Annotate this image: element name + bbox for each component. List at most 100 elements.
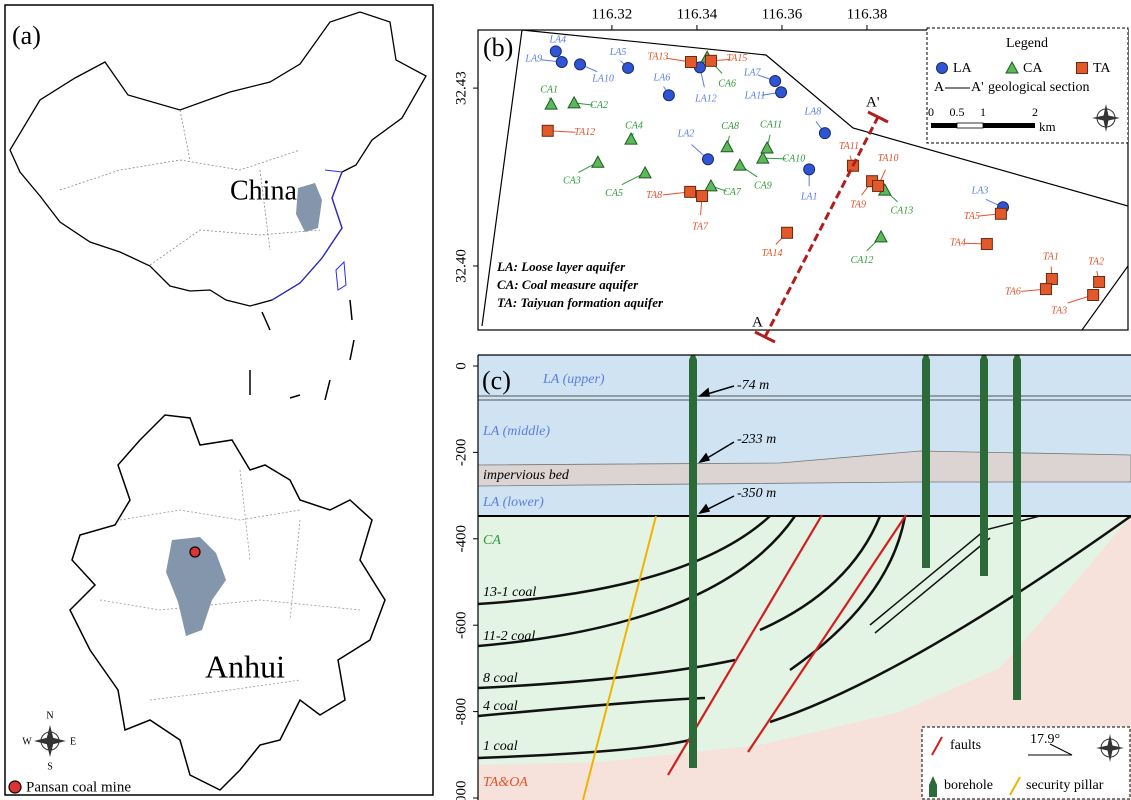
point-label: TA8 (646, 190, 662, 201)
depth-label: -350 m (737, 486, 776, 501)
legend-mine-label: Pansan coal mine (26, 779, 131, 795)
marker (981, 239, 992, 250)
point-label: CA3 (563, 176, 581, 187)
panel-label: (c) (482, 366, 511, 395)
legend-label: CA (1023, 61, 1043, 76)
marker (776, 87, 787, 98)
x-tick-label: 116.32 (592, 6, 633, 22)
y-tick-label: -600 (453, 611, 469, 639)
legend-items: LA CA TA (937, 61, 1112, 76)
point-label: CA1 (540, 84, 558, 95)
marker (705, 55, 716, 66)
marker (1088, 290, 1099, 301)
point-label: CA2 (590, 100, 608, 111)
scale-bar-seg (983, 123, 1035, 128)
point-label: LA8 (804, 106, 822, 117)
note: TA: Taiyuan formation aquifer (497, 295, 664, 310)
marker (1040, 284, 1051, 295)
legend-mine-marker (9, 781, 21, 793)
point-label: TA12 (574, 127, 595, 138)
point-label: CA13 (890, 205, 913, 216)
country-label: China (230, 175, 297, 206)
marker (623, 62, 634, 73)
province-label: Anhui (205, 648, 285, 684)
scale-label: 1 (980, 105, 986, 119)
layer-label: CA (483, 533, 501, 548)
scale-label: 0.5 (950, 105, 965, 119)
legend-label: TA (1093, 61, 1111, 76)
point-label: TA4 (950, 237, 966, 248)
point-label: LA9 (524, 53, 542, 64)
point-label: TA11 (839, 141, 859, 152)
point-label: LA3 (971, 186, 989, 197)
borehole (980, 350, 988, 576)
coal-label: 1 coal (483, 739, 518, 754)
legend-section-text: geological section (988, 80, 1089, 95)
legend-marker (1077, 63, 1088, 74)
marker (575, 59, 586, 70)
x-tick-label: 116.38 (847, 6, 888, 22)
marker (685, 57, 696, 68)
scale-bar-seg (957, 123, 983, 128)
panel-label: (b) (483, 33, 513, 62)
y-tick-label: 32.40 (453, 249, 469, 283)
point-label: TA10 (878, 153, 899, 164)
legend-borehole: borehole (944, 778, 993, 793)
legend-fault: faults (950, 738, 981, 753)
legend-angle: 17.9° (1030, 732, 1060, 747)
coal-label: 13-1 coal (483, 585, 536, 600)
coal-label: 8 coal (483, 671, 518, 686)
y-tick-label: -800 (453, 698, 469, 726)
marker (702, 154, 713, 165)
panel-label: (a) (12, 21, 41, 50)
y-tick-label: -400 (453, 525, 469, 553)
y-tick-label: 32.43 (453, 71, 469, 105)
marker (550, 46, 561, 57)
point-label: CA5 (605, 188, 623, 199)
legend-marker (937, 63, 948, 74)
marker (782, 227, 793, 238)
point-label: CA4 (625, 120, 643, 131)
marker (770, 75, 781, 86)
compass-e: E (70, 736, 76, 747)
point-label: TA13 (648, 51, 669, 62)
point-label: TA3 (1051, 305, 1067, 316)
mine-location (190, 547, 200, 557)
point-label: TA6 (1005, 286, 1021, 297)
point-label: LA10 (591, 74, 614, 85)
point-label: CA11 (760, 119, 782, 130)
coal-label: 11-2 coal (483, 629, 535, 644)
borehole (689, 350, 697, 768)
legend-title: Legend (1006, 36, 1048, 51)
compass-s: S (47, 761, 53, 772)
marker (873, 180, 884, 191)
point-label: TA5 (964, 211, 980, 222)
point-label: TA2 (1088, 256, 1104, 267)
depth-label: -233 m (737, 432, 776, 447)
note: CA: Coal measure aquifer (497, 277, 639, 292)
depth-label: -74 m (737, 378, 769, 393)
point-label: LA2 (677, 129, 695, 140)
scale-unit: km (1039, 119, 1056, 134)
layer-label: TA&OA (483, 775, 528, 790)
point-label: CA6 (718, 79, 736, 90)
marker (819, 128, 830, 139)
figure: (a) China Anhui N S W E Pansan coal mine… (0, 0, 1131, 800)
scale-label: 2 (1032, 105, 1038, 119)
legend-label: LA (953, 61, 973, 76)
point-label: LA4 (548, 35, 566, 46)
marker (1094, 276, 1105, 287)
point-label: TA7 (692, 221, 709, 232)
marker (663, 90, 674, 101)
legend-pillar: security pillar (1026, 778, 1104, 793)
scale-label: 0 (928, 105, 934, 119)
point-label: LA11 (744, 91, 766, 102)
point-label: TA14 (762, 248, 783, 259)
point-label: TA1 (1043, 251, 1059, 262)
legend-section-end: A' (971, 80, 984, 95)
section-cap (755, 332, 775, 342)
layer-label: LA (lower) (482, 495, 544, 510)
note: LA: Loose layer aquifer (496, 259, 626, 274)
point-label: LA6 (653, 73, 671, 84)
section-start: A (752, 314, 763, 330)
